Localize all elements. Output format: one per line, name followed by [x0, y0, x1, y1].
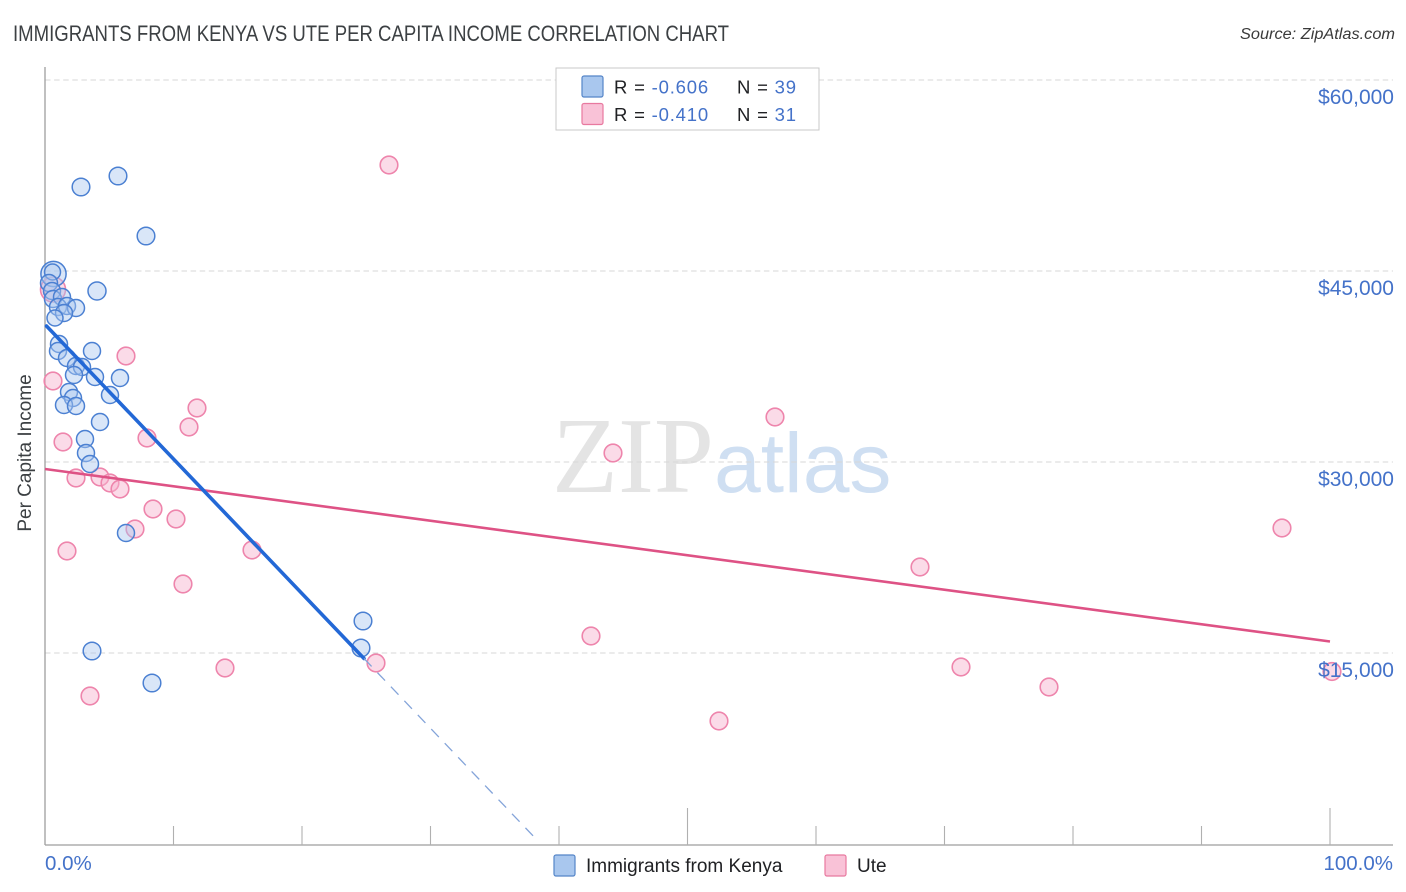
svg-text:$15,000: $15,000	[1318, 659, 1394, 682]
svg-text:$60,000: $60,000	[1318, 86, 1394, 109]
svg-text:Per Capita Income: Per Capita Income	[15, 374, 36, 531]
svg-text:IMMIGRANTS FROM KENYA VS UTE P: IMMIGRANTS FROM KENYA VS UTE PER CAPITA …	[13, 21, 729, 46]
svg-text:Ute: Ute	[857, 856, 887, 877]
svg-text:Immigrants from Kenya: Immigrants from Kenya	[586, 856, 783, 877]
svg-text:$30,000: $30,000	[1318, 468, 1394, 491]
svg-text:ZIP: ZIP	[552, 397, 714, 516]
svg-text:0.0%: 0.0%	[45, 852, 92, 875]
svg-text:atlas: atlas	[714, 416, 891, 510]
svg-text:100.0%: 100.0%	[1323, 852, 1393, 875]
svg-text:$45,000: $45,000	[1318, 277, 1394, 300]
svg-text:Source: ZipAtlas.com: Source: ZipAtlas.com	[1240, 26, 1395, 43]
